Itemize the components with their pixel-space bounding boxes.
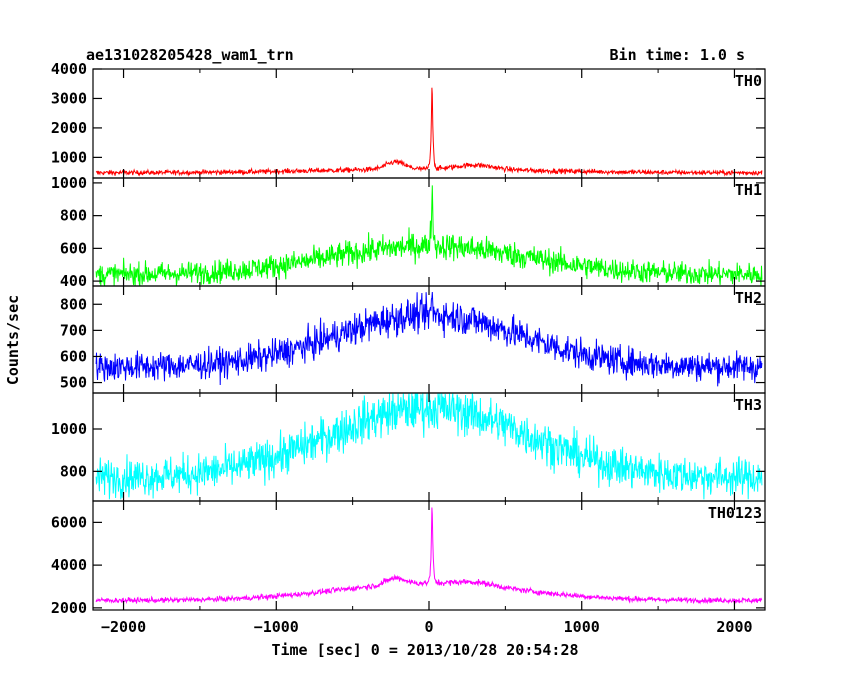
y-tick-label: 4000 [51, 60, 87, 78]
y-tick-label: 800 [60, 207, 87, 225]
chart-title-left: ae131028205428_wam1_trn [86, 46, 294, 64]
series-line-th3 [95, 392, 763, 500]
panel-label: TH1 [735, 181, 762, 199]
series-line-th1 [95, 185, 763, 287]
x-tick-label: −1000 [254, 618, 299, 636]
y-tick-label: 700 [60, 321, 87, 339]
series-line-th2 [95, 291, 763, 387]
panel-label: TH3 [735, 396, 762, 414]
panel-label: TH0 [735, 72, 762, 90]
y-tick-label: 800 [60, 462, 87, 480]
panel-th2: 500 600 700 800 TH2 [60, 285, 766, 394]
panel-th0123: 2000 4000 6000 TH0123 [51, 500, 766, 617]
panel-th0: 1000 2000 3000 4000 TH0 [51, 60, 766, 179]
y-tick-label: 2000 [51, 119, 87, 137]
x-tick-label: 1000 [564, 618, 600, 636]
x-axis-label: Time [sec] 0 = 2013/10/28 20:54:28 [271, 641, 578, 659]
y-tick-label: 1000 [51, 174, 87, 192]
y-tick-label: 6000 [51, 513, 87, 531]
y-tick-label: 400 [60, 272, 87, 290]
x-tick-label: 2000 [716, 618, 752, 636]
y-tick-label: 500 [60, 374, 87, 392]
panel-th3: 800 1000 TH3 [51, 392, 766, 502]
y-tick-label: 1000 [51, 420, 87, 438]
panel-label: TH0123 [708, 504, 762, 522]
y-tick-label: 1000 [51, 148, 87, 166]
series-line-th0 [95, 87, 763, 177]
y-tick-label: 3000 [51, 89, 87, 107]
y-tick-label: 2000 [51, 599, 87, 617]
y-axis-label: Counts/sec [4, 295, 22, 385]
y-tick-label: 800 [60, 295, 87, 313]
x-tick-label: 0 [424, 618, 433, 636]
panel-frame [92, 68, 766, 179]
panel-label: TH2 [735, 289, 762, 307]
panels: 1000 2000 3000 4000 TH0 400 600 800 1000 TH1 500 60… [51, 60, 766, 636]
panel-frame [92, 500, 766, 611]
y-tick-label: 4000 [51, 556, 87, 574]
panel-th1: 400 600 800 1000 TH1 [51, 174, 766, 290]
x-tick-label: −2000 [101, 618, 146, 636]
series-line-th0123 [95, 507, 763, 605]
panel-frame [92, 285, 766, 394]
chart-title-right: Bin time: 1.0 s [610, 46, 745, 64]
y-tick-label: 600 [60, 347, 87, 365]
y-tick-label: 600 [60, 239, 87, 257]
